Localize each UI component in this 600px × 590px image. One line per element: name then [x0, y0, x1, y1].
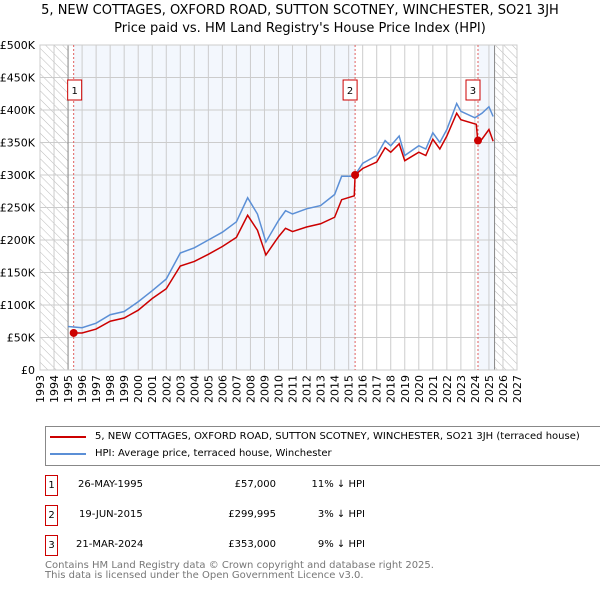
y-tick-label: £450K — [0, 72, 36, 85]
sale-marker-label: 2 — [45, 505, 58, 526]
sale-point — [473, 136, 482, 145]
property-line-swatch — [50, 435, 86, 438]
x-tick-label: 2025 — [483, 375, 496, 403]
x-tick-label: 1995 — [62, 375, 75, 403]
sale-row: 1 26-MAY-1995 £57,000 11% ↓ HPI — [45, 475, 445, 496]
sale-marker-label: 3 — [45, 535, 58, 556]
legend: 5, NEW COTTAGES, OXFORD ROAD, SUTTON SCO… — [45, 426, 600, 466]
property-series-line — [73, 111, 494, 334]
x-tick-label: 2022 — [441, 375, 454, 403]
sale-price: £57,000 — [234, 479, 276, 490]
x-tick-label: 2006 — [216, 375, 229, 403]
sale-date: 26-MAY-1995 — [78, 479, 144, 490]
x-tick-label: 2018 — [385, 375, 398, 403]
hpi-line-swatch — [50, 452, 86, 455]
x-tick-label: 2023 — [455, 375, 468, 403]
sale-date: 19-JUN-2015 — [79, 509, 143, 520]
x-tick-label: 2011 — [287, 375, 300, 403]
sale-row: 2 19-JUN-2015 £299,995 3% ↓ HPI — [45, 505, 445, 526]
y-tick-label: £500K — [0, 39, 36, 52]
x-tick-label: 2024 — [469, 375, 482, 403]
x-tick-label: 2009 — [258, 375, 271, 403]
legend-hpi: HPI: Average price, terraced house, Winc… — [95, 448, 332, 459]
x-tick-label: 2014 — [329, 375, 342, 403]
hpi-series-line — [67, 101, 494, 329]
sale-point — [69, 328, 78, 337]
x-tick-label: 1996 — [76, 375, 89, 403]
x-tick-label: 2017 — [371, 375, 384, 403]
x-tick-label: 2016 — [357, 375, 370, 403]
y-tick-label: £0 — [21, 364, 35, 377]
sale-annotation-label: 3 — [470, 86, 476, 97]
sale-price: £299,995 — [228, 509, 276, 520]
subtitle-line: Price paid vs. HM Land Registry's House … — [114, 21, 486, 36]
x-tick-label: 2026 — [497, 375, 510, 403]
x-tick-label: 2019 — [399, 375, 412, 403]
x-tick-label: 2004 — [188, 375, 201, 403]
title-line: 5, NEW COTTAGES, OXFORD ROAD, SUTTON SCO… — [41, 3, 559, 18]
x-tick-label: 1994 — [48, 375, 61, 403]
sale-annotation-box — [67, 79, 83, 101]
x-tick-label: 2003 — [174, 375, 187, 403]
y-tick-label: £50K — [7, 332, 36, 345]
x-tick-label: 2002 — [160, 375, 173, 403]
x-tick-label: 2010 — [273, 375, 286, 403]
x-tick-label: 1998 — [104, 375, 117, 403]
x-tick-label: 2020 — [413, 375, 426, 403]
sale-marker-label: 1 — [45, 475, 58, 496]
y-tick-label: £100K — [0, 299, 36, 312]
sale-annotation-label: 2 — [347, 86, 353, 97]
footer: Contains HM Land Registry data © Crown c… — [45, 561, 434, 581]
y-tick-label: £350K — [0, 137, 36, 150]
x-tick-label: 2027 — [511, 375, 524, 403]
sale-point — [351, 171, 360, 180]
x-tick-label: 2015 — [343, 375, 356, 403]
x-tick-label: 1999 — [118, 375, 131, 403]
x-tick-label: 1997 — [90, 375, 103, 403]
sale-hpi: 11% ↓ HPI — [311, 479, 365, 490]
sale-annotation-box — [342, 79, 358, 101]
y-tick-label: £200K — [0, 234, 36, 247]
x-tick-label: 2000 — [132, 375, 145, 403]
footer-line: This data is licensed under the Open Gov… — [45, 570, 364, 581]
sale-row: 3 21-MAR-2024 £353,000 9% ↓ HPI — [45, 535, 445, 556]
sale-price: £353,000 — [228, 539, 276, 550]
x-tick-label: 2001 — [146, 375, 159, 403]
x-tick-label: 2013 — [315, 375, 328, 403]
plot-frame — [39, 44, 518, 371]
sale-hpi: 3% ↓ HPI — [317, 509, 365, 520]
x-tick-label: 2012 — [301, 375, 314, 403]
sale-hpi: 9% ↓ HPI — [317, 539, 365, 550]
sale-date: 21-MAR-2024 — [76, 539, 144, 550]
x-tick-label: 1993 — [34, 375, 47, 403]
x-tick-label: 2007 — [230, 375, 243, 403]
price-chart: 1993 1994 1995 1996 1997 1998 1999 2000 2001 2002… — [0, 39, 524, 403]
sale-annotation-label: 1 — [71, 86, 77, 97]
x-tick-label: 2021 — [427, 375, 440, 403]
y-tick-label: £300K — [0, 169, 36, 182]
y-tick-label: £250K — [0, 202, 36, 215]
sale-annotation-box — [465, 79, 481, 101]
x-tick-label: 2008 — [244, 375, 257, 403]
y-tick-label: £150K — [0, 267, 36, 280]
footer-line: Contains HM Land Registry data © Crown c… — [45, 560, 434, 571]
y-tick-label: £400K — [0, 104, 36, 117]
legend-property: 5, NEW COTTAGES, OXFORD ROAD, SUTTON SCO… — [95, 431, 580, 442]
x-tick-label: 2005 — [202, 375, 215, 403]
chart-title: 5, NEW COTTAGES, OXFORD ROAD, SUTTON SCO… — [0, 2, 600, 38]
